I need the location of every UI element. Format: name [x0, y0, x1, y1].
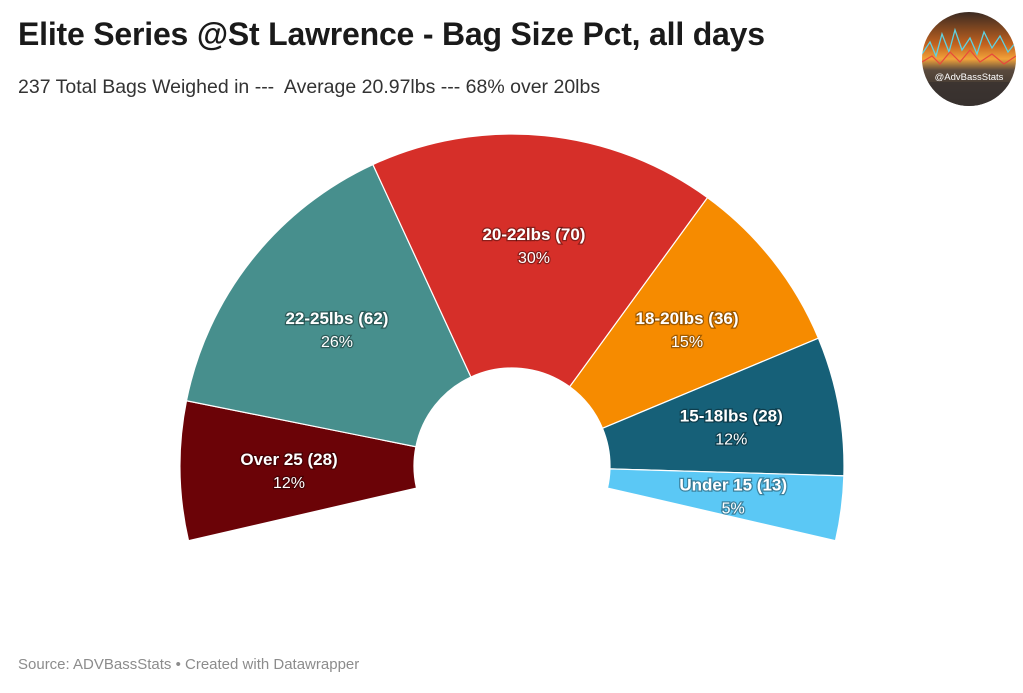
slice-percent: 30% — [518, 250, 550, 267]
slice-label: Under 15 (13) — [679, 476, 787, 495]
slice-label: Over 25 (28) — [240, 450, 337, 469]
pie-slice — [185, 163, 472, 448]
pie-slice — [568, 196, 820, 430]
source-note: Source: ADVBassStats • Created with Data… — [18, 656, 360, 673]
slice-percent: 26% — [321, 334, 353, 351]
chart-subtitle: 237 Total Bags Weighed in --- Average 20… — [18, 76, 601, 98]
slice-label: 20-22lbs (70) — [482, 225, 585, 244]
slice-label: 15-18lbs (28) — [680, 406, 783, 425]
slice-percent: 15% — [671, 334, 703, 351]
slice-percent: 12% — [715, 431, 747, 448]
slice-percent: 5% — [722, 501, 745, 518]
pie-slice — [372, 133, 709, 388]
slice-label: 18-20lbs (36) — [636, 309, 739, 328]
chart-slices — [179, 133, 845, 542]
pie-slice — [606, 468, 845, 542]
slice-percent: 12% — [273, 475, 305, 492]
slice-label: 22-25lbs (62) — [285, 309, 388, 328]
logo-handle: @AdvBassStats — [934, 72, 1004, 83]
chart-title: Elite Series @St Lawrence - Bag Size Pct… — [18, 16, 765, 52]
chart-labels: Over 25 (28) 12% 22-25lbs (62) 26% 20-22lbs … — [239, 224, 788, 519]
